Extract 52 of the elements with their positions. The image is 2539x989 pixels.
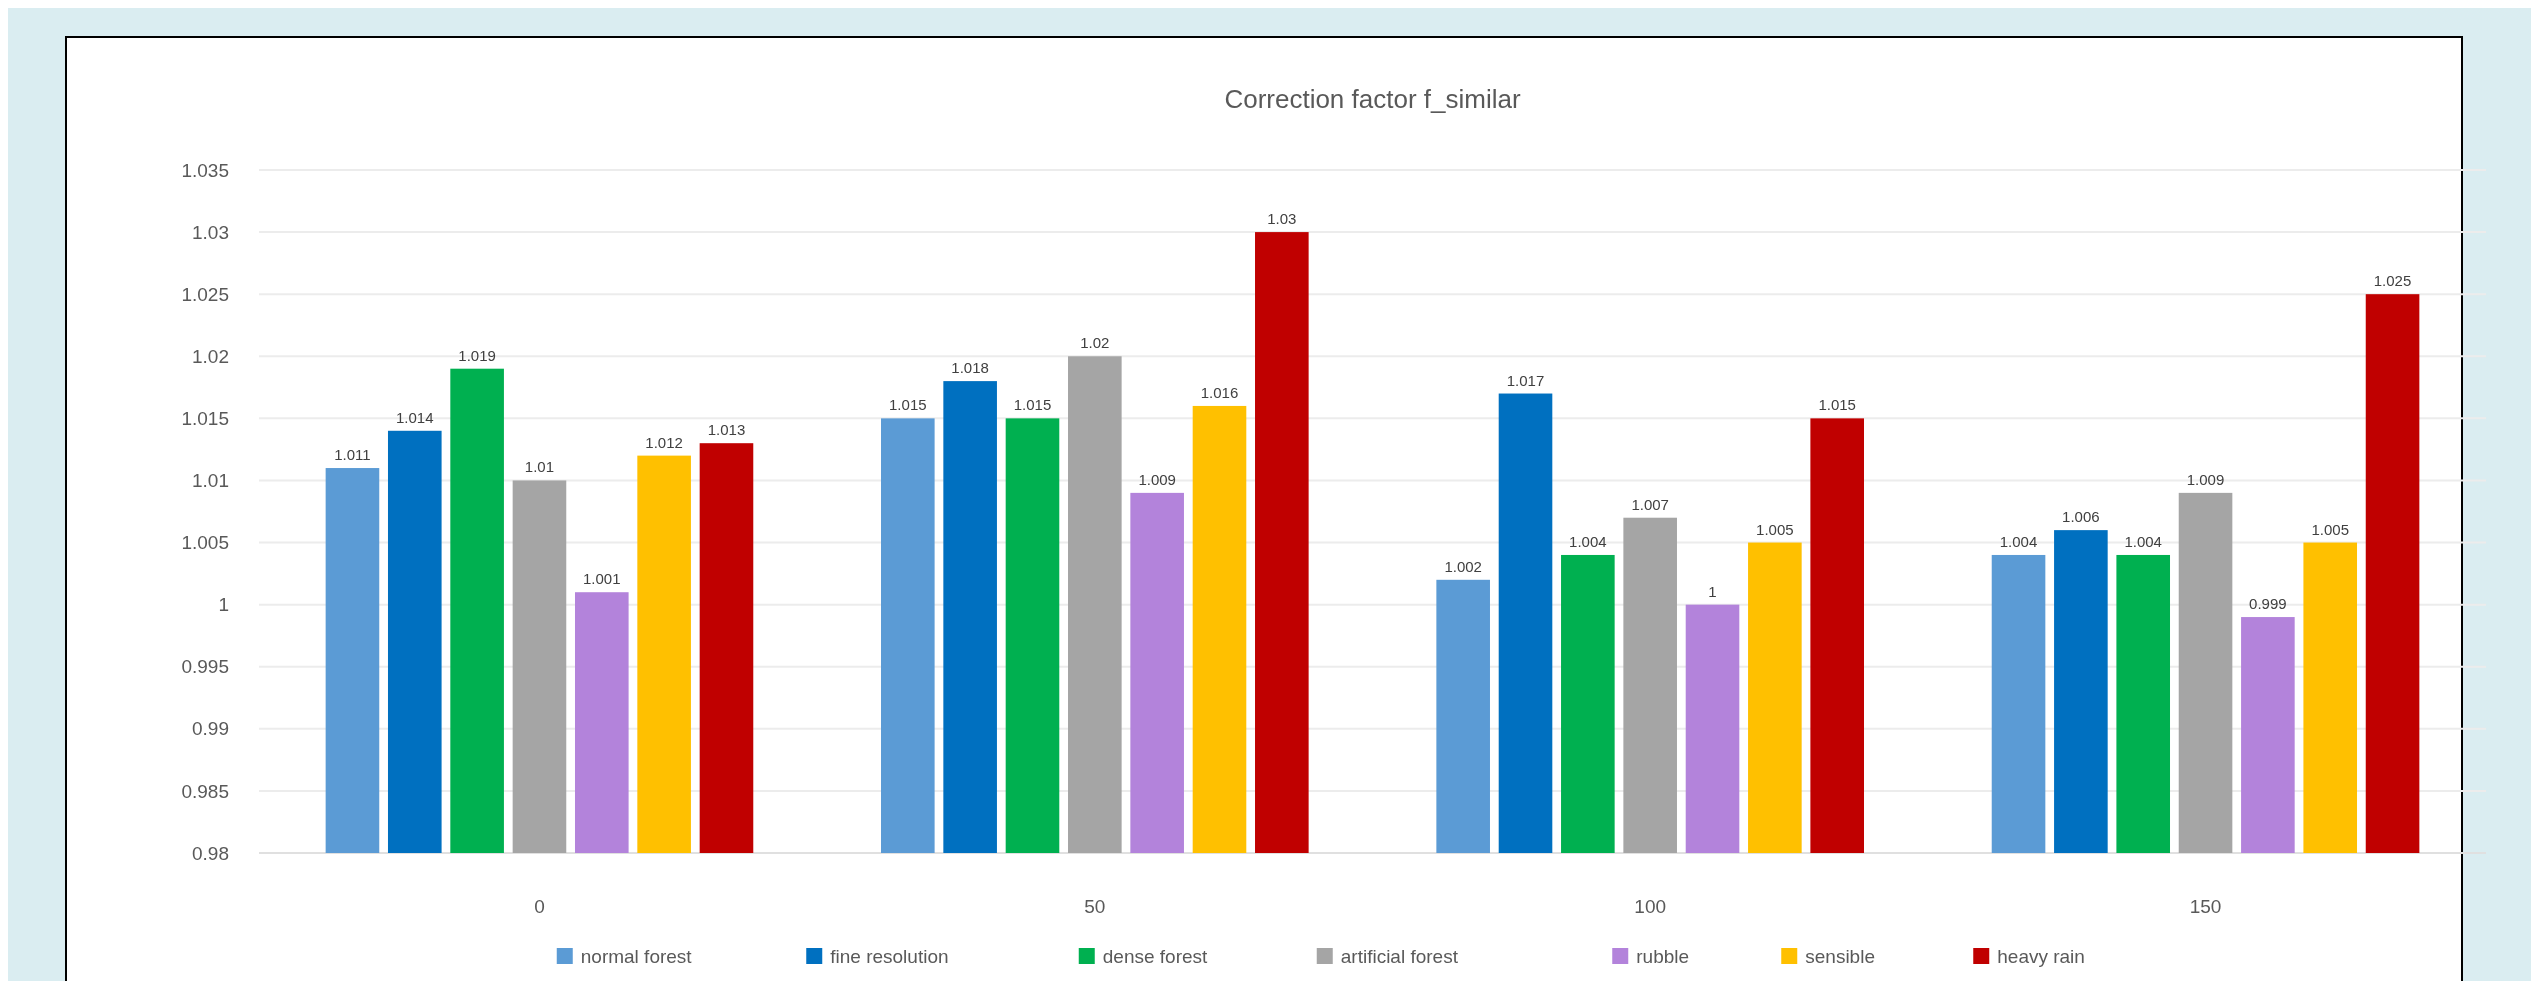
x-tick-label: 150 bbox=[2189, 896, 2222, 917]
y-tick-label: 1.035 bbox=[181, 159, 229, 181]
data-label: 1.005 bbox=[2311, 520, 2349, 538]
data-label: 1.006 bbox=[2062, 508, 2100, 526]
data-label: 1.03 bbox=[1267, 210, 1297, 228]
data-label: 1.004 bbox=[1999, 532, 2038, 550]
y-tick-label: 0.995 bbox=[181, 656, 229, 678]
x-tick-label: 100 bbox=[1634, 896, 1667, 917]
data-label: 1.015 bbox=[1818, 396, 1856, 414]
data-label: 1.001 bbox=[583, 570, 621, 588]
y-tick-label: 1.01 bbox=[192, 470, 229, 492]
data-label: 1.01 bbox=[524, 458, 555, 476]
legend-label: sensible bbox=[1805, 945, 1875, 967]
data-label: 1.009 bbox=[2186, 470, 2225, 488]
y-tick-label: 1.025 bbox=[181, 283, 229, 305]
y-tick-label: 0.985 bbox=[181, 780, 229, 802]
data-label: 1.02 bbox=[1080, 334, 1110, 352]
data-label: 1.005 bbox=[1756, 520, 1794, 538]
data-label: 1.014 bbox=[396, 408, 434, 426]
data-label: 1.019 bbox=[458, 346, 496, 364]
data-label: 1.012 bbox=[645, 433, 683, 451]
data-label: 1.004 bbox=[2124, 532, 2162, 550]
y-tick-label: 1 bbox=[218, 594, 229, 616]
data-label: 1.025 bbox=[2373, 272, 2412, 290]
chart-title: Correction factor f_similar bbox=[1224, 84, 1521, 114]
y-tick-label: 1.015 bbox=[181, 408, 229, 430]
data-label: 1.016 bbox=[1200, 383, 1239, 401]
data-label: 1.017 bbox=[1506, 371, 1545, 389]
data-label: 1.009 bbox=[1138, 470, 1176, 488]
data-label: 1.011 bbox=[334, 446, 371, 464]
data-label: 1.002 bbox=[1444, 557, 1482, 575]
legend-label: artificial forest bbox=[1340, 945, 1459, 967]
data-label: 1.018 bbox=[951, 359, 989, 377]
data-label: 1 bbox=[1708, 582, 1717, 600]
data-label: 1.015 bbox=[1013, 396, 1052, 414]
legend-label: heavy rain bbox=[1997, 945, 2085, 967]
data-label: 0.999 bbox=[2249, 595, 2287, 613]
y-tick-label: 1.005 bbox=[181, 532, 229, 554]
x-tick-label: 0 bbox=[534, 896, 545, 917]
y-tick-label: 0.99 bbox=[192, 718, 229, 740]
legend-label: dense forest bbox=[1102, 945, 1209, 967]
y-tick-label: 0.98 bbox=[192, 842, 229, 864]
data-label: 1.015 bbox=[889, 396, 927, 414]
data-label: 1.004 bbox=[1569, 532, 1607, 550]
data-label: 1.013 bbox=[707, 421, 746, 439]
legend-label: normal forest bbox=[580, 945, 693, 967]
legend-label: fine resolution bbox=[830, 945, 949, 967]
legend-label: rubble bbox=[1636, 945, 1690, 967]
y-tick-label: 1.02 bbox=[192, 345, 229, 367]
y-tick-label: 1.03 bbox=[192, 221, 229, 243]
x-tick-label: 50 bbox=[1084, 896, 1106, 917]
data-label: 1.007 bbox=[1631, 495, 1669, 513]
